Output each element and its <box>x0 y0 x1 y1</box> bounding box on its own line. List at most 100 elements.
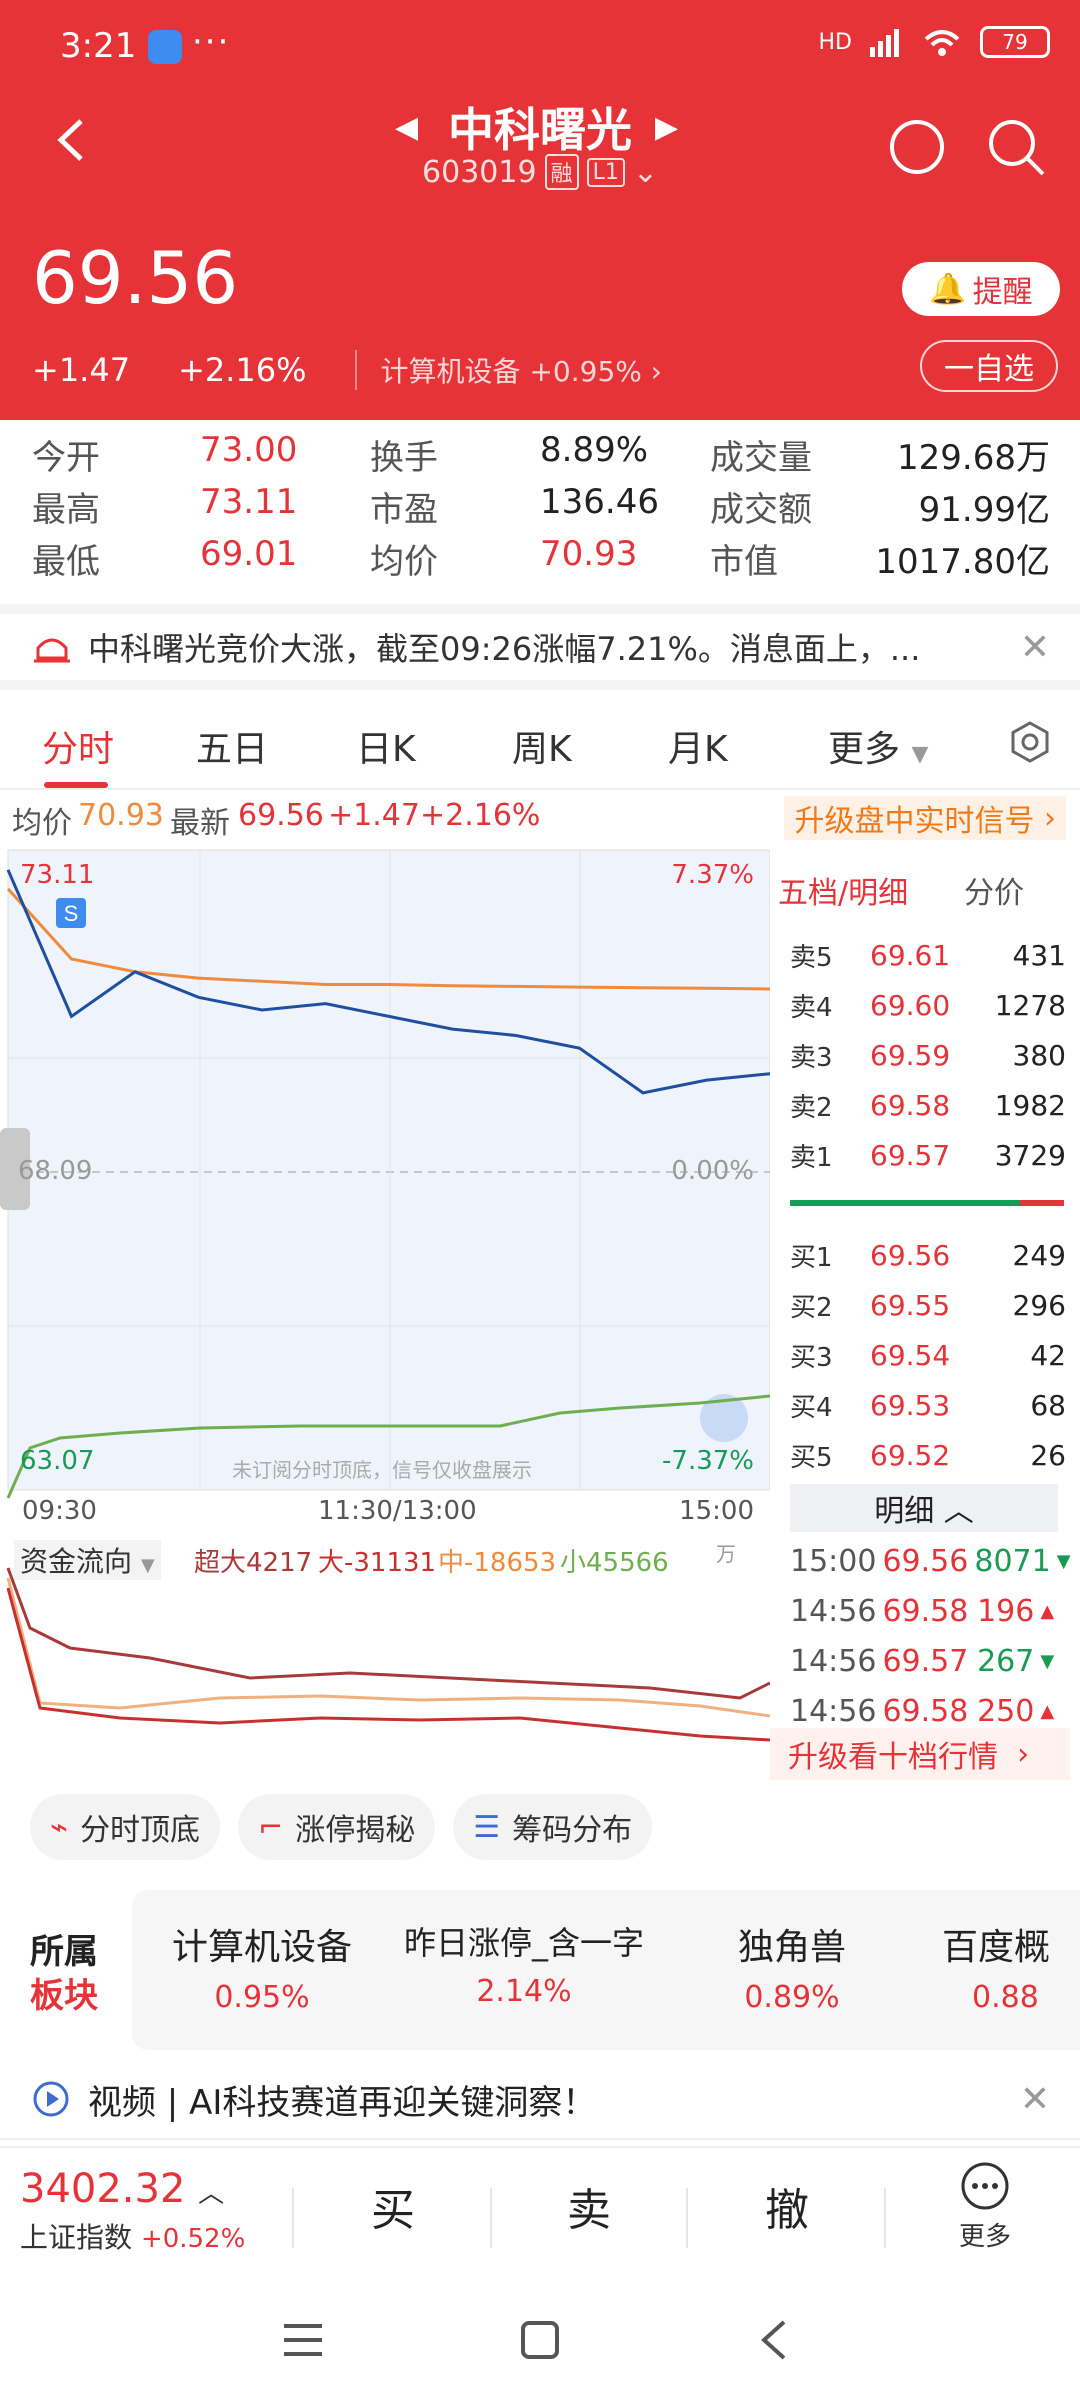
turnover-label: 换手 <box>370 438 438 478</box>
tick-row: 14:56 69.58 250 ▲ <box>790 1686 1070 1736</box>
home-icon[interactable] <box>520 2320 560 2360</box>
signal-icon <box>870 29 899 57</box>
bid-price: 69.53 <box>870 1388 951 1422</box>
time-start: 09:30 <box>22 1496 97 1526</box>
notification-app-icon <box>148 30 182 64</box>
news-banner[interactable]: 中科曙光竞价大涨，截至09:26涨幅7.21%。消息面上，... ✕ <box>0 604 1080 690</box>
flow-small-line <box>6 1394 771 1499</box>
high-label: 最高 <box>32 490 100 530</box>
close-icon[interactable]: ✕ <box>1019 2078 1050 2120</box>
ask-price: 69.59 <box>870 1038 951 1072</box>
flow-unit: 万 <box>716 1542 736 1566</box>
sector-item[interactable]: 百度概 0.88 <box>942 1918 1080 2015</box>
tab-order-book[interactable]: 五档/明细 <box>778 876 909 911</box>
tab-five-day[interactable]: 五日 <box>196 729 269 770</box>
bid-price: 69.56 <box>870 1238 951 1272</box>
tick-vol: 196 <box>977 1593 1035 1629</box>
menu-icon[interactable] <box>282 2322 324 2358</box>
info-avg-label: 均价 <box>12 806 72 841</box>
bid-vol: 296 <box>1012 1288 1066 1322</box>
watchlist-button[interactable]: 一自选 <box>920 340 1058 392</box>
ask-price: 69.57 <box>870 1138 951 1172</box>
mktcap-value: 1017.80亿 <box>875 542 1050 582</box>
buy-button[interactable]: 买 <box>371 2185 415 2236</box>
chip-chip-distribution[interactable]: ☰ 筹码分布 <box>453 1794 653 1860</box>
ask-vol: 1278 <box>994 988 1066 1022</box>
back-nav-icon[interactable] <box>758 2318 788 2362</box>
sector-heading-line2: 板块 <box>30 1976 98 2016</box>
close-icon[interactable]: ✕ <box>1019 626 1050 668</box>
index-name: 上证指数 <box>20 2221 133 2254</box>
remind-button[interactable]: 🔔 提醒 <box>902 262 1060 316</box>
upgrade-signal-button[interactable]: 升级盘中实时信号 › <box>784 796 1066 840</box>
ask-name: 卖2 <box>790 1092 833 1123</box>
sector-name: 百度概 <box>942 1927 1051 1968</box>
volume-value: 129.68万 <box>897 438 1050 478</box>
sector-item[interactable]: 独角兽 0.89% <box>662 1918 922 2015</box>
tab-more-label: 更多 <box>828 729 901 770</box>
rise-icon: ⌐ <box>258 1809 284 1845</box>
next-stock-button[interactable]: ▶ <box>655 110 679 145</box>
flow-small: 小45566 <box>560 1548 669 1578</box>
back-button[interactable] <box>40 110 100 170</box>
low-label: 最低 <box>32 542 100 582</box>
sector-list: 计算机设备 0.95% 昨日涨停_含一字 2.14% 独角兽 0.89% 百度概 0.8… <box>132 1890 1080 2050</box>
detail-toggle[interactable]: 明细 ︿ <box>790 1484 1058 1532</box>
tab-weekly-k[interactable]: 周K <box>512 729 572 770</box>
tab-intraday[interactable]: 分时 <box>42 729 115 770</box>
signal-badge[interactable] <box>56 898 86 928</box>
detail-label: 明细 <box>874 1494 935 1529</box>
upgrade-level10-button[interactable]: 升级看十档行情 › <box>770 1728 1070 1780</box>
intraday-info: 均价 70.93 最新 69.56 +1.47 +2.16% 升级盘中实时信号 … <box>0 796 1080 846</box>
settings-icon[interactable] <box>1008 720 1052 764</box>
amount-value: 91.99亿 <box>918 490 1050 530</box>
trend-icon: ⌁ <box>50 1809 69 1845</box>
tab-daily-k[interactable]: 日K <box>356 729 416 770</box>
bid-row-3: 买3 69.54 42 <box>790 1330 1066 1380</box>
fullscreen-button[interactable] <box>700 1394 748 1442</box>
chip-limit-up[interactable]: ⌐ 涨停揭秘 <box>238 1794 436 1860</box>
flow-dropdown[interactable]: 资金流向 ▼ <box>14 1540 161 1580</box>
tick-row: 14:56 69.57 267 ▼ <box>790 1636 1070 1686</box>
chart-base-label: 68.09 <box>18 1156 93 1186</box>
stock-code-row[interactable]: 603019 融 L1 ⌄ <box>0 154 1080 190</box>
stock-code: 603019 <box>422 154 537 190</box>
caret-down-icon: ▼ <box>911 742 929 767</box>
up-arrow-icon: ▲ <box>1040 1600 1055 1622</box>
chevron-down-icon: ⌄ <box>632 154 658 190</box>
more-button[interactable]: 更多 <box>930 2160 1040 2253</box>
video-banner[interactable]: 视频 | AI科技赛道再迎关键洞察！ ✕ <box>0 2060 1080 2140</box>
bid-row-2: 买2 69.55 296 <box>790 1280 1066 1330</box>
tick-time: 15:00 <box>790 1543 877 1579</box>
intraday-chart[interactable]: S 73.11 7.37% 68.09 0.00% 63.07 -7.37% 未… <box>0 848 771 1788</box>
chart-base-pct: 0.00% <box>671 1156 754 1186</box>
status-time: 3:21 <box>60 26 137 66</box>
bid-row-4: 买4 69.53 68 <box>790 1380 1066 1430</box>
change-row: +1.47 +2.16% 计算机设备 +0.95% › <box>32 350 662 390</box>
cancel-order-button[interactable]: 撤 <box>765 2185 809 2236</box>
sector-item[interactable]: 计算机设备 0.95% <box>132 1918 392 2015</box>
active-tab-underline <box>44 782 108 788</box>
bid-name: 买5 <box>790 1442 833 1473</box>
bid-price: 69.55 <box>870 1288 951 1322</box>
flow-mid-line <box>6 1577 771 1718</box>
tick-time: 14:56 <box>790 1693 877 1729</box>
refresh-icon[interactable] <box>890 120 944 174</box>
play-icon <box>33 2081 69 2117</box>
index-widget[interactable]: 3402.32 ︿ 上证指数 +0.52% <box>20 2166 245 2256</box>
tab-more[interactable]: 更多 ▼ <box>828 720 928 772</box>
industry-name: 计算机设备 <box>380 355 521 388</box>
tab-monthly-k[interactable]: 月K <box>668 729 728 770</box>
chip-intraday-top-bottom[interactable]: ⌁ 分时顶底 <box>30 1794 221 1860</box>
prev-stock-button[interactable]: ◀ <box>395 110 419 145</box>
tab-price-dist[interactable]: 分价 <box>964 876 1024 911</box>
pe-value: 136.46 <box>540 482 659 522</box>
bid-name: 买1 <box>790 1242 833 1273</box>
tick-time: 14:56 <box>790 1643 877 1679</box>
search-icon[interactable] <box>985 116 1047 178</box>
sector-item[interactable]: 昨日涨停_含一字 2.14% <box>394 1918 654 2009</box>
industry-link[interactable]: 计算机设备 +0.95% › <box>354 350 662 390</box>
sell-button[interactable]: 卖 <box>567 2185 611 2236</box>
sector-heading-line1: 所属 <box>30 1932 98 1972</box>
side-drawer-handle[interactable] <box>0 1128 30 1210</box>
